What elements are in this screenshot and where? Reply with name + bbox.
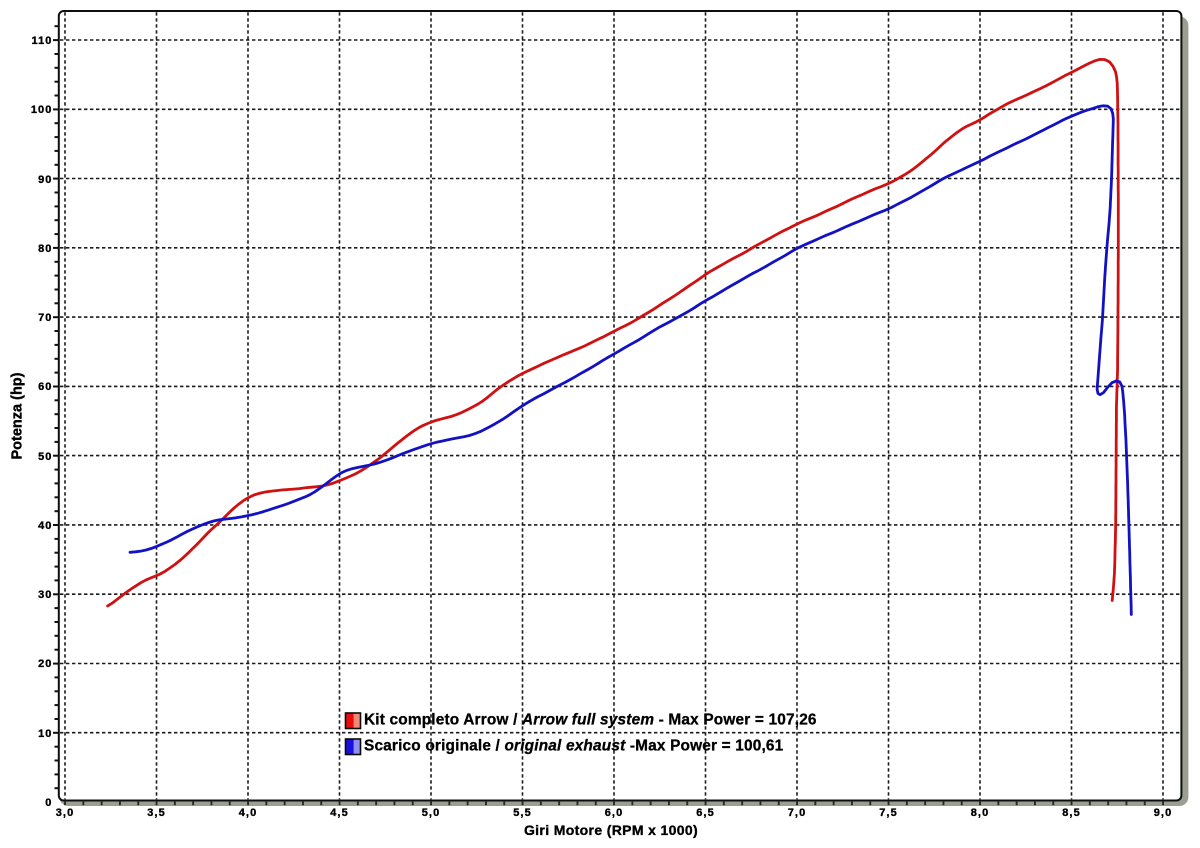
svg-text:3,5: 3,5 (147, 807, 166, 819)
svg-text:Scarico originale / original e: Scarico originale / original exhaust -Ma… (364, 738, 784, 755)
svg-text:10: 10 (38, 728, 52, 740)
svg-text:8,5: 8,5 (1062, 807, 1081, 819)
svg-text:Kit completo Arrow / Arrow ful: Kit completo Arrow / Arrow full system -… (364, 712, 817, 729)
svg-text:5,5: 5,5 (513, 807, 532, 819)
svg-text:6,0: 6,0 (605, 807, 624, 819)
svg-text:6,5: 6,5 (696, 807, 715, 819)
svg-text:20: 20 (38, 658, 52, 670)
svg-text:7,0: 7,0 (788, 807, 807, 819)
svg-text:3,0: 3,0 (56, 807, 75, 819)
svg-text:40: 40 (38, 520, 52, 532)
svg-text:60: 60 (38, 381, 52, 393)
svg-text:50: 50 (38, 451, 52, 463)
svg-text:7,5: 7,5 (879, 807, 898, 819)
svg-text:8,0: 8,0 (971, 807, 990, 819)
svg-text:4,5: 4,5 (330, 807, 349, 819)
svg-text:70: 70 (38, 312, 52, 324)
svg-text:0: 0 (45, 797, 52, 809)
svg-text:5,0: 5,0 (422, 807, 441, 819)
svg-text:110: 110 (31, 35, 52, 47)
svg-text:30: 30 (38, 589, 52, 601)
svg-text:90: 90 (38, 174, 52, 186)
svg-text:Giri Motore (RPM x 1000): Giri Motore (RPM x 1000) (524, 822, 698, 838)
svg-text:100: 100 (31, 104, 53, 116)
svg-text:4,0: 4,0 (239, 807, 258, 819)
svg-text:Potenza (hp): Potenza (hp) (10, 372, 26, 459)
svg-text:80: 80 (38, 243, 52, 255)
svg-text:9,0: 9,0 (1154, 807, 1173, 819)
